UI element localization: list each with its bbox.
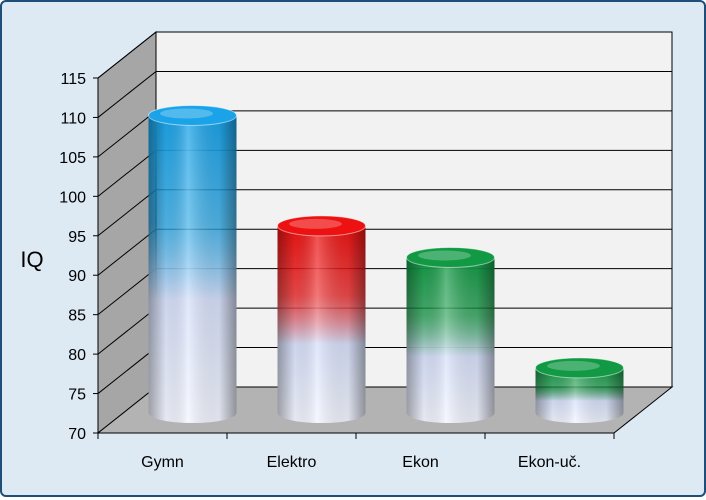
y-tick-label: 85 — [68, 308, 86, 325]
y-axis-label: IQ — [20, 247, 43, 272]
bar-shading — [148, 115, 237, 424]
bar-top — [406, 246, 495, 268]
y-tick-label: 70 — [68, 426, 86, 443]
y-tick-label: 75 — [68, 387, 86, 404]
y-tick-label: 95 — [68, 229, 86, 246]
bar-top — [535, 357, 624, 379]
gridline — [97, 31, 672, 79]
bar-top-highlight — [418, 250, 471, 261]
bar-gymn — [148, 104, 237, 424]
bar-top-highlight — [547, 360, 600, 371]
bar-ekon — [406, 246, 495, 424]
y-tick-label: 90 — [68, 268, 86, 285]
bar-top — [277, 215, 366, 237]
bar-top — [148, 104, 237, 126]
bar-ekon-u- — [535, 357, 624, 424]
y-tick-label: 110 — [60, 110, 86, 127]
x-axis: Gymn Elektro Ekon Ekon-uč. — [97, 432, 615, 471]
bar-shading — [406, 257, 495, 424]
bar-top-highlight — [289, 218, 342, 229]
bar-elektro — [277, 215, 366, 424]
x-tick-label: Ekon-uč. — [518, 454, 581, 471]
bar-top-highlight — [160, 108, 213, 119]
bar-shading — [535, 367, 624, 424]
y-tick-label: 80 — [68, 347, 86, 364]
y-tick-label: 100 — [59, 189, 86, 206]
bars — [148, 104, 624, 424]
y-axis: 70 75 80 85 90 95 100 105 110 115 — [59, 71, 99, 443]
x-tick-label: Elektro — [267, 454, 317, 471]
gridline — [97, 70, 672, 118]
y-tick-label: 115 — [60, 71, 86, 88]
y-tick-label: 105 — [59, 150, 86, 167]
x-tick-label: Gymn — [141, 454, 184, 471]
bar-shading — [277, 225, 366, 424]
x-tick-label: Ekon — [402, 454, 438, 471]
side-wall — [97, 30, 157, 435]
